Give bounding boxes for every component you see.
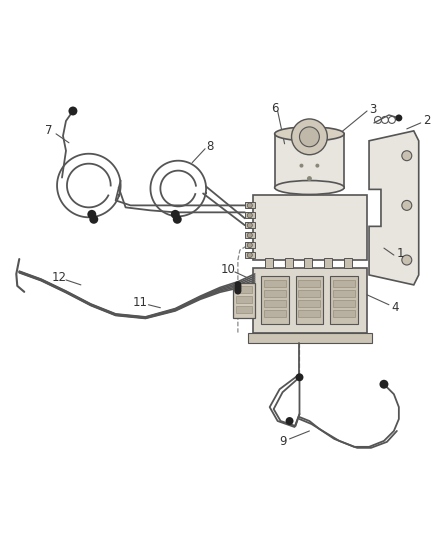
Bar [333, 300, 355, 307]
Bar [236, 286, 252, 293]
Bar [245, 252, 255, 258]
Circle shape [402, 255, 412, 265]
Circle shape [296, 373, 304, 381]
Bar [253, 268, 367, 333]
Bar [236, 296, 252, 303]
Circle shape [87, 210, 96, 219]
Bar [324, 258, 332, 268]
Bar [344, 258, 352, 268]
Circle shape [234, 281, 241, 288]
Circle shape [68, 107, 78, 116]
Circle shape [315, 164, 319, 168]
Bar [296, 276, 323, 324]
Circle shape [247, 253, 252, 257]
Text: 1: 1 [397, 247, 405, 260]
Circle shape [292, 119, 327, 155]
Circle shape [396, 115, 403, 122]
Circle shape [234, 288, 241, 295]
Circle shape [300, 127, 319, 147]
Circle shape [234, 286, 241, 293]
Bar [261, 276, 289, 324]
Ellipse shape [275, 181, 344, 195]
Text: 4: 4 [391, 301, 399, 314]
Circle shape [402, 200, 412, 211]
Bar [298, 280, 320, 287]
Circle shape [402, 151, 412, 160]
Circle shape [247, 203, 252, 208]
Bar [264, 300, 286, 307]
Circle shape [300, 164, 304, 168]
Circle shape [379, 380, 389, 389]
Circle shape [89, 215, 98, 224]
Bar [333, 280, 355, 287]
Bar [236, 306, 252, 313]
Bar [248, 333, 372, 343]
Bar [264, 290, 286, 297]
Bar [333, 310, 355, 317]
Bar [264, 310, 286, 317]
Circle shape [247, 243, 252, 248]
Bar [275, 134, 344, 189]
Circle shape [247, 223, 252, 228]
Bar [245, 212, 255, 219]
Bar [233, 283, 255, 318]
Text: 2: 2 [423, 115, 431, 127]
Circle shape [173, 215, 182, 224]
Text: 6: 6 [271, 101, 279, 115]
Circle shape [247, 213, 252, 218]
Circle shape [307, 176, 312, 181]
Text: 11: 11 [133, 296, 148, 309]
Circle shape [286, 417, 293, 425]
Bar [265, 258, 273, 268]
Circle shape [234, 285, 241, 292]
Polygon shape [369, 131, 419, 285]
Bar [298, 310, 320, 317]
Circle shape [247, 233, 252, 238]
Text: 8: 8 [206, 140, 214, 154]
Text: 7: 7 [46, 124, 53, 138]
Text: 10: 10 [220, 263, 235, 277]
Bar [245, 242, 255, 248]
Bar [298, 300, 320, 307]
Bar [330, 276, 358, 324]
Ellipse shape [275, 127, 344, 141]
Text: 9: 9 [279, 435, 286, 448]
Bar [245, 232, 255, 238]
Bar [245, 222, 255, 228]
Text: 3: 3 [369, 102, 377, 116]
Text: 12: 12 [52, 271, 67, 285]
Bar [304, 258, 312, 268]
Bar [285, 258, 293, 268]
Bar [245, 203, 255, 208]
Bar [333, 290, 355, 297]
Circle shape [234, 283, 241, 290]
Circle shape [171, 210, 180, 219]
Bar [264, 280, 286, 287]
Bar [298, 290, 320, 297]
Bar [253, 196, 367, 260]
